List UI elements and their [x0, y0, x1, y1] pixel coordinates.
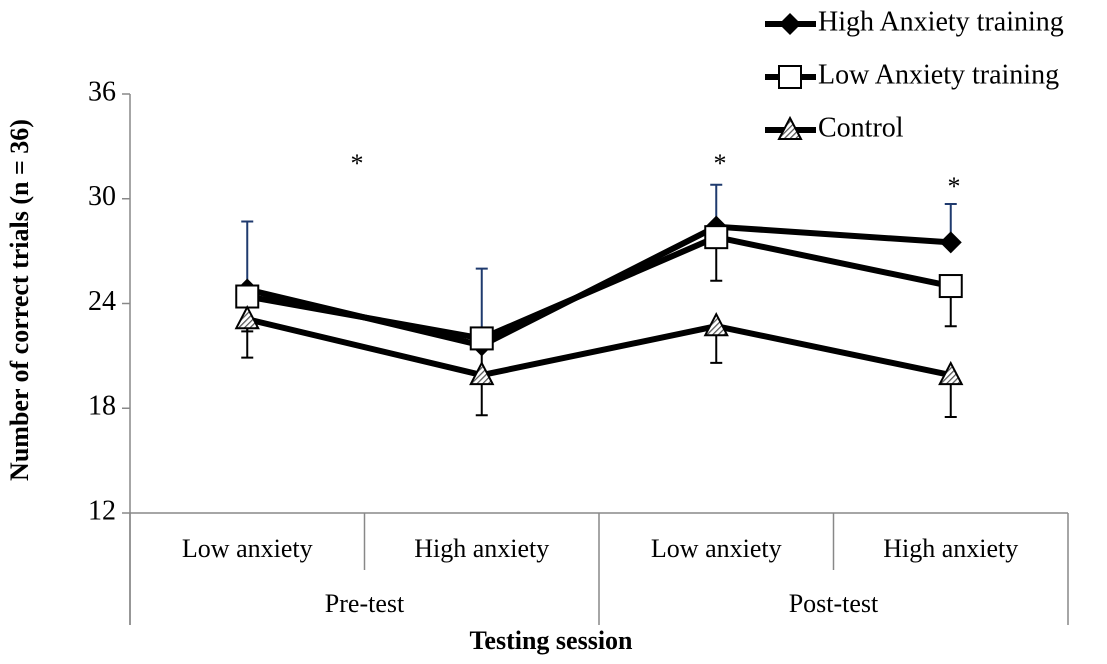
- legend-marker: [777, 115, 803, 140]
- y-axis-label: Number of correct trials (n = 36): [5, 119, 34, 481]
- annotation: *: [948, 172, 961, 201]
- legend-label: Control: [818, 112, 904, 143]
- marker: [234, 305, 260, 330]
- group-label: Post-test: [789, 589, 879, 618]
- legend-marker: [779, 13, 801, 35]
- y-tick-label: 30: [88, 181, 116, 212]
- legend-label: Low Anxiety training: [818, 59, 1059, 90]
- error-bar: [241, 220, 254, 290]
- x-tick-label: High anxiety: [883, 534, 1018, 563]
- marker: [939, 231, 962, 254]
- series-line: [246, 316, 952, 379]
- series-line: [246, 234, 952, 342]
- legend-marker: [778, 65, 802, 89]
- y-tick-label: 18: [88, 391, 116, 422]
- marker: [235, 284, 260, 309]
- marker: [938, 274, 963, 299]
- marker: [469, 326, 494, 351]
- y-tick-label: 36: [88, 76, 116, 107]
- marker: [469, 360, 495, 386]
- marker: [704, 225, 729, 250]
- group-label: Pre-test: [325, 589, 405, 618]
- annotation: *: [351, 149, 364, 178]
- marker: [938, 360, 964, 386]
- annotation: *: [714, 149, 727, 178]
- y-tick-label: 12: [88, 495, 116, 526]
- legend-label: High Anxiety training: [818, 6, 1064, 37]
- x-tick-label: Low anxiety: [182, 534, 313, 563]
- x-tick-label: Low anxiety: [651, 534, 782, 563]
- y-tick-label: 24: [88, 286, 116, 317]
- x-axis-label: Testing session: [469, 626, 633, 655]
- marker: [703, 312, 729, 337]
- x-tick-label: High anxiety: [414, 534, 549, 563]
